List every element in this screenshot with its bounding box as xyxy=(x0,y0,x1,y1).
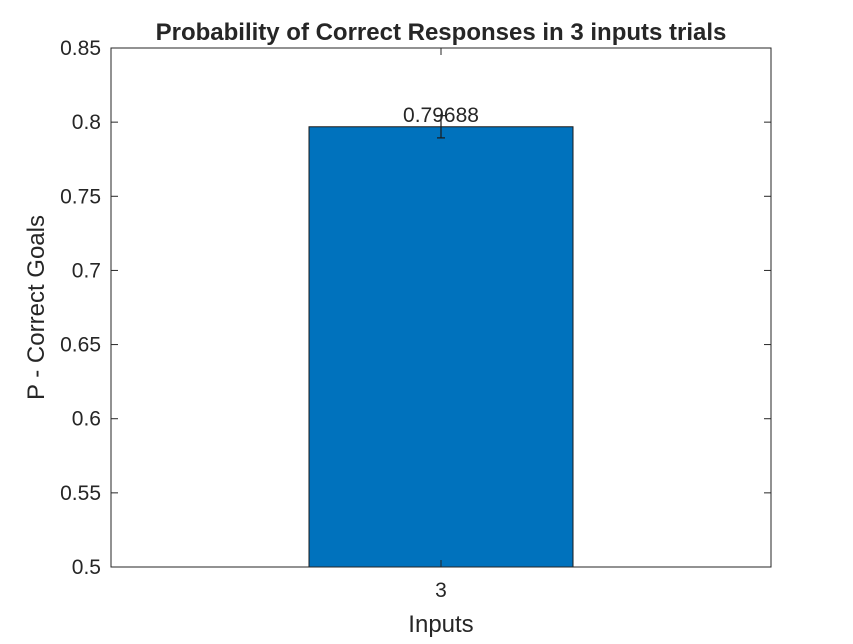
data-label-3: 0.79688 xyxy=(403,104,479,127)
bars-layer xyxy=(308,126,574,568)
y-tick-label: 0.85 xyxy=(60,37,101,60)
y-tick-label: 0.7 xyxy=(72,259,101,282)
y-tick-label: 0.75 xyxy=(60,185,101,208)
y-tick-label: 0.55 xyxy=(60,482,101,505)
x-tick-label-3: 3 xyxy=(435,579,447,602)
data-labels-layer: 0.79688 xyxy=(403,104,479,127)
y-tick-label: 0.6 xyxy=(72,408,101,431)
y-tick-label: 0.5 xyxy=(72,556,101,579)
error-bar-3 xyxy=(437,115,445,139)
error-bars-layer xyxy=(437,115,445,139)
x-axis-label: Inputs xyxy=(408,611,473,638)
ticks-layer: 3 0.5 0.55 0.6 0.65 0.7 0.75 0.8 0.85 xyxy=(60,37,771,602)
y-tick-label: 0.65 xyxy=(60,334,101,357)
y-axis-label: P - Correct Goals xyxy=(23,215,50,400)
chart-title: Probability of Correct Responses in 3 in… xyxy=(156,19,727,46)
bar-3 xyxy=(308,126,574,568)
y-tick-label: 0.8 xyxy=(72,111,101,134)
